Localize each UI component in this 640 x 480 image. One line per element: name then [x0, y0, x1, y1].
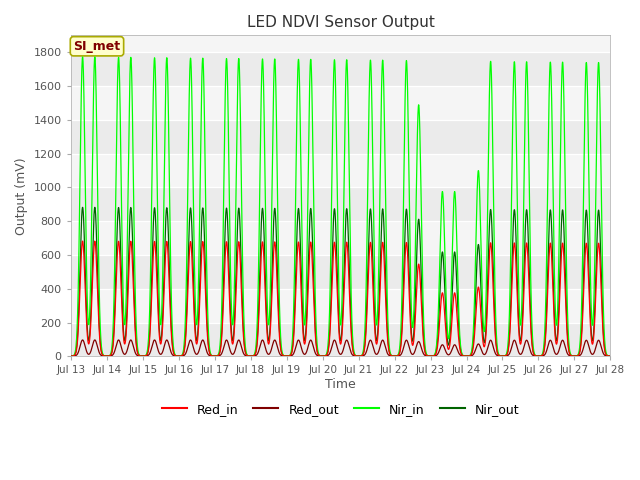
Nir_in — [67, 353, 74, 359]
Red_out — [67, 353, 74, 359]
X-axis label: Time: Time — [325, 378, 356, 391]
Nir_out — [79, 204, 86, 210]
Line: Red_out: Red_out — [70, 340, 611, 356]
Nir_in — [177, 353, 184, 359]
Red_in — [269, 268, 276, 274]
Red_in — [492, 337, 499, 343]
Red_in — [605, 353, 612, 359]
Red_in — [415, 262, 423, 268]
Red_in — [177, 353, 184, 359]
Nir_out — [605, 353, 612, 359]
Line: Nir_out: Nir_out — [70, 207, 611, 356]
Red_out — [415, 339, 423, 345]
Bar — [70, 289, 611, 323]
Line: Red_in: Red_in — [70, 241, 611, 356]
Red_in — [79, 238, 86, 244]
Nir_in — [607, 353, 614, 359]
Bar — [70, 221, 611, 255]
Nir_in — [415, 104, 423, 110]
Red_out — [607, 353, 614, 359]
Nir_out — [67, 353, 74, 359]
Red_out — [177, 353, 184, 359]
Nir_out — [415, 217, 423, 223]
Red_in — [67, 353, 74, 359]
Nir_in — [182, 284, 190, 289]
Red_out — [605, 353, 612, 359]
Nir_in — [492, 313, 499, 319]
Nir_out — [607, 353, 614, 359]
Bar — [70, 86, 611, 120]
Red_out — [79, 337, 86, 343]
Line: Nir_in: Nir_in — [70, 57, 611, 356]
Bar — [70, 154, 611, 187]
Text: SI_met: SI_met — [74, 40, 120, 53]
Legend: Red_in, Red_out, Nir_in, Nir_out: Red_in, Red_out, Nir_in, Nir_out — [157, 398, 524, 420]
Y-axis label: Output (mV): Output (mV) — [15, 157, 28, 235]
Red_in — [607, 353, 614, 359]
Nir_out — [177, 353, 184, 359]
Bar — [70, 18, 611, 52]
Nir_out — [492, 333, 499, 339]
Nir_in — [79, 54, 86, 60]
Red_out — [269, 341, 276, 347]
Nir_out — [269, 242, 276, 248]
Nir_out — [182, 319, 190, 324]
Red_out — [182, 349, 190, 355]
Title: LED NDVI Sensor Output: LED NDVI Sensor Output — [246, 15, 435, 30]
Red_out — [492, 351, 499, 357]
Nir_in — [605, 353, 612, 359]
Nir_in — [269, 131, 276, 136]
Red_in — [182, 326, 190, 332]
